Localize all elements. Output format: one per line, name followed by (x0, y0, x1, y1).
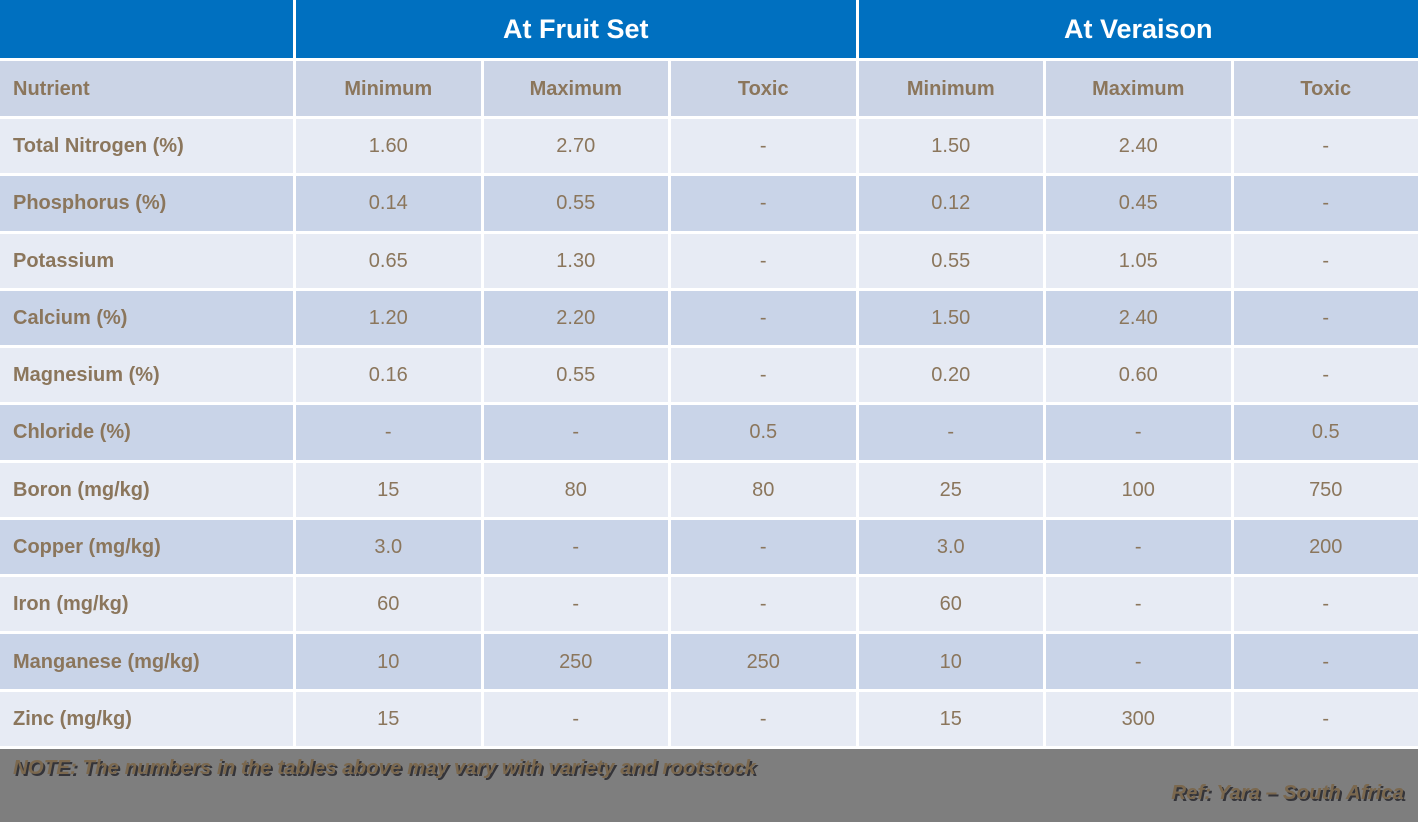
table-row-nutrient: Calcium (%) (0, 290, 293, 346)
table-cell-value: - (858, 405, 1043, 460)
table-cell-value: 2.20 (483, 290, 668, 346)
table-cell-value: - (1233, 634, 1418, 689)
table-row-nutrient: Iron (mg/kg) (0, 577, 293, 632)
group-header-veraison: At Veraison (858, 0, 1418, 58)
table-cell-value: - (1046, 577, 1231, 632)
table-cell-value: - (1046, 634, 1231, 689)
table-cell-value: - (483, 577, 668, 632)
nutrient-table: At Fruit Set At Veraison Nutrient Minimum… (0, 0, 1418, 746)
table-cell-value: 1.20 (296, 290, 481, 346)
table-cell-value: - (1233, 348, 1418, 403)
table-cell-value: 1.50 (858, 119, 1043, 174)
table-row-nutrient: Boron (mg/kg) (0, 462, 293, 517)
table-cell-value: - (1233, 691, 1418, 746)
table-cell-value: - (1233, 577, 1418, 632)
table-cell-value: - (483, 405, 668, 460)
table-row-nutrient: Chloride (%) (0, 405, 293, 460)
table-cell-value: - (483, 691, 668, 746)
table-cell-value: 3.0 (858, 519, 1043, 575)
column-header-maximum-2: Maximum (483, 61, 668, 116)
table-cell-value: - (1046, 519, 1231, 575)
table-cell-value: 0.16 (296, 348, 481, 403)
group-header-fruit-set: At Fruit Set (296, 0, 856, 58)
table-cell-value: 15 (296, 462, 481, 517)
table-cell-value: - (671, 519, 856, 575)
table-row-nutrient: Copper (mg/kg) (0, 519, 293, 575)
table-cell-value: 0.60 (1046, 348, 1231, 403)
table-row-nutrient: Phosphorus (%) (0, 176, 293, 231)
table-row-nutrient: Zinc (mg/kg) (0, 691, 293, 746)
table-cell-value: - (671, 233, 856, 288)
table-cell-value: 1.30 (483, 233, 668, 288)
table-cell-value: - (671, 577, 856, 632)
table-row-nutrient: Manganese (mg/kg) (0, 634, 293, 689)
table-cell-value: - (296, 405, 481, 460)
table-cell-value: 300 (1046, 691, 1231, 746)
table-cell-value: 1.60 (296, 119, 481, 174)
corner-cell (0, 0, 293, 58)
column-header-minimum-1: Minimum (296, 61, 481, 116)
table-cell-value: 3.0 (296, 519, 481, 575)
column-header-toxic-3: Toxic (671, 61, 856, 116)
footer-ref: Ref: Yara – South Africa (1171, 781, 1404, 804)
table-cell-value: - (1046, 405, 1231, 460)
table-cell-value: - (671, 119, 856, 174)
table-cell-value: 15 (296, 691, 481, 746)
table-cell-value: 80 (671, 462, 856, 517)
table-cell-value: 80 (483, 462, 668, 517)
table-cell-value: 15 (858, 691, 1043, 746)
table-cell-value: 1.50 (858, 290, 1043, 346)
table-cell-value: - (671, 348, 856, 403)
table-cell-value: - (483, 519, 668, 575)
table-cell-value: 200 (1233, 519, 1418, 575)
table-cell-value: 0.55 (483, 176, 668, 231)
table-cell-value: 60 (296, 577, 481, 632)
table-cell-value: 750 (1233, 462, 1418, 517)
table-cell-value: 10 (858, 634, 1043, 689)
footer-bar: NOTE: The numbers in the tables above ma… (0, 749, 1418, 822)
table-cell-value: 10 (296, 634, 481, 689)
table-cell-value: 250 (671, 634, 856, 689)
table-cell-value: 0.20 (858, 348, 1043, 403)
table-cell-value: - (1233, 119, 1418, 174)
table-cell-value: - (671, 176, 856, 231)
table-row-nutrient: Magnesium (%) (0, 348, 293, 403)
table-row-nutrient: Potassium (0, 233, 293, 288)
table-cell-value: 2.40 (1046, 290, 1231, 346)
table-cell-value: - (671, 691, 856, 746)
footer-note: NOTE: The numbers in the tables above ma… (13, 756, 756, 779)
table-cell-value: 1.05 (1046, 233, 1231, 288)
table-cell-value: 250 (483, 634, 668, 689)
column-header-minimum-4: Minimum (858, 61, 1043, 116)
table-cell-value: 0.65 (296, 233, 481, 288)
table-cell-value: - (1233, 290, 1418, 346)
table-cell-value: 0.45 (1046, 176, 1231, 231)
table-cell-value: 2.70 (483, 119, 668, 174)
table-cell-value: - (671, 290, 856, 346)
table-cell-value: 0.14 (296, 176, 481, 231)
table-cell-value: 25 (858, 462, 1043, 517)
column-header-toxic-6: Toxic (1233, 61, 1418, 116)
table-cell-value: 0.12 (858, 176, 1043, 231)
column-header-nutrient-0: Nutrient (0, 61, 293, 116)
table-cell-value: 0.5 (671, 405, 856, 460)
table-cell-value: 2.40 (1046, 119, 1231, 174)
table-cell-value: 100 (1046, 462, 1231, 517)
table-cell-value: 0.55 (858, 233, 1043, 288)
table-row-nutrient: Total Nitrogen (%) (0, 119, 293, 174)
table-cell-value: - (1233, 176, 1418, 231)
table-cell-value: - (1233, 233, 1418, 288)
table-cell-value: 60 (858, 577, 1043, 632)
table-cell-value: 0.5 (1233, 405, 1418, 460)
column-header-maximum-5: Maximum (1046, 61, 1231, 116)
table-cell-value: 0.55 (483, 348, 668, 403)
